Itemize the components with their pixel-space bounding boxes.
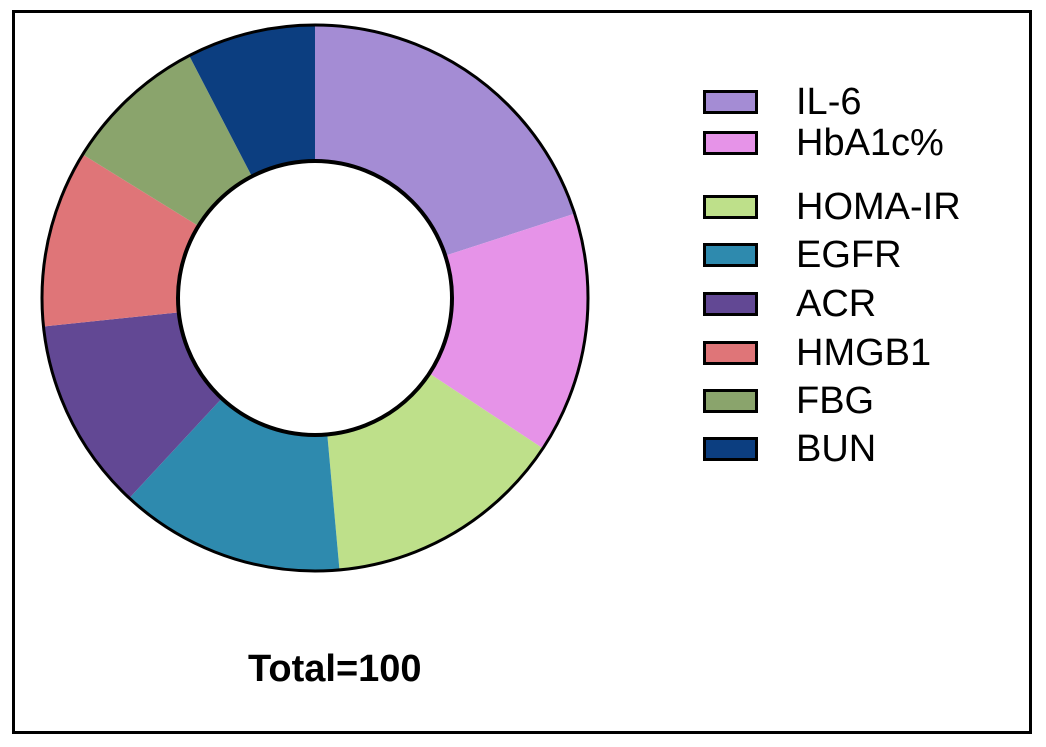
legend-item: ACR — [703, 283, 1033, 332]
legend-item: HOMA-IR — [703, 186, 1033, 235]
legend-label: HbA1c% — [796, 122, 944, 164]
legend-label: HMGB1 — [796, 332, 932, 374]
donut-slice-acr — [43, 312, 222, 499]
legend-swatch-homa-ir — [703, 195, 758, 219]
donut-slice-fbg — [82, 55, 252, 226]
legend-item: HMGB1 — [703, 332, 1033, 381]
legend-swatch-bun — [703, 437, 758, 461]
legend-label: IL-6 — [796, 81, 862, 123]
legend-item: EGFR — [703, 234, 1033, 283]
legend-label: EGFR — [796, 234, 902, 276]
donut-slice-hba1c — [429, 213, 588, 449]
donut-slice-hmgb1 — [41, 154, 199, 327]
legend-item: IL-6 — [703, 81, 1033, 130]
donut-outer-ring — [40, 23, 590, 573]
legend-label: HOMA-IR — [796, 186, 961, 228]
legend-swatch-hmgb1 — [703, 341, 758, 365]
legend-item: HbA1c% — [703, 122, 1033, 171]
donut-slice-bun — [189, 25, 315, 177]
legend-label: FBG — [796, 380, 875, 422]
donut-slice-il-6 — [315, 25, 575, 256]
legend-swatch-egfr — [703, 243, 758, 267]
legend-item: FBG — [703, 380, 1033, 429]
legend-item: BUN — [703, 428, 1033, 477]
legend-swatch-hba1c — [703, 131, 758, 155]
donut-slice-homa-ir — [327, 373, 543, 570]
donut-slice-egfr — [129, 398, 340, 571]
donut-hole — [176, 159, 454, 437]
legend: IL-6 HbA1c% HOMA-IR EGFR ACR HMGB1 FBG B… — [703, 0, 1033, 480]
legend-label: ACR — [796, 283, 877, 325]
legend-swatch-il-6 — [703, 90, 758, 114]
legend-swatch-acr — [703, 292, 758, 316]
legend-swatch-fbg — [703, 389, 758, 413]
legend-label: BUN — [796, 428, 877, 470]
total-label: Total=100 — [248, 648, 422, 690]
